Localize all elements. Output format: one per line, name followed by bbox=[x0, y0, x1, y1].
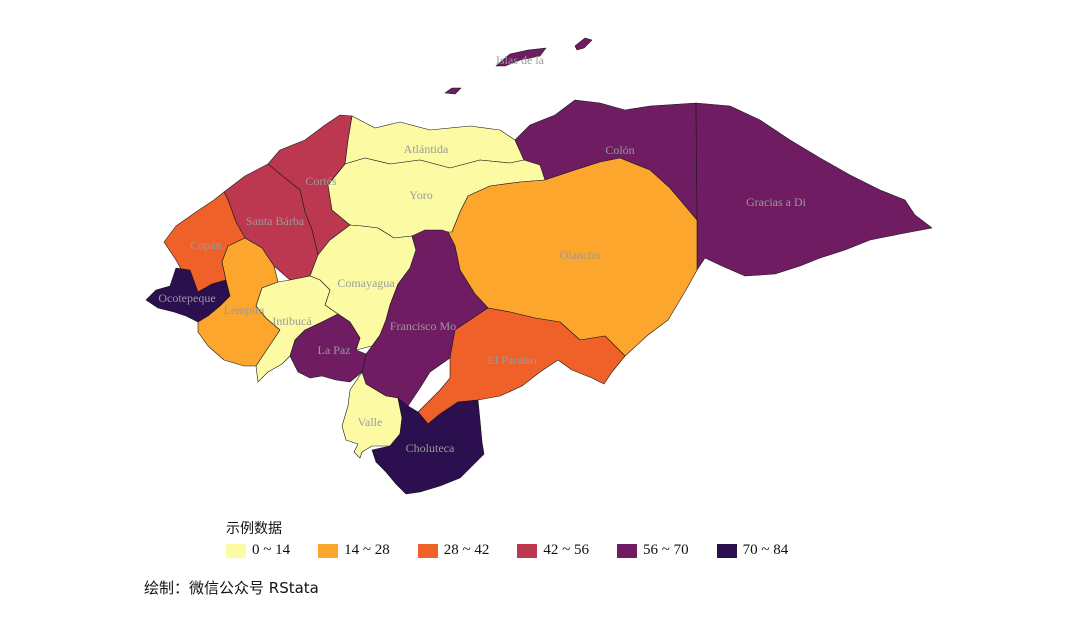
legend-item: 42 ~ 56 bbox=[517, 542, 589, 559]
legend-swatch bbox=[318, 543, 339, 558]
legend-item: 56 ~ 70 bbox=[617, 542, 689, 559]
regions-layer bbox=[145, 37, 933, 495]
region-label: Islas de la bbox=[496, 53, 545, 67]
legend-swatch bbox=[716, 543, 737, 558]
region-valle[interactable] bbox=[341, 371, 403, 459]
region-label: Choluteca bbox=[406, 441, 455, 455]
region-label: Ocotepeque bbox=[158, 291, 215, 305]
legend-swatch bbox=[417, 543, 438, 558]
region-label: Gracias a Di bbox=[746, 195, 807, 209]
region-label: Colón bbox=[605, 143, 634, 157]
region-label: El Paraíso bbox=[488, 353, 537, 367]
region-gracias-a-dios[interactable] bbox=[695, 102, 933, 277]
legend-items: 0 ~ 14 14 ~ 28 28 ~ 42 42 ~ 56 56 ~ 70 7… bbox=[226, 542, 816, 559]
region-label: Comayagua bbox=[337, 276, 395, 290]
region-el-paraiso[interactable] bbox=[417, 307, 626, 425]
region-islas-de-la[interactable] bbox=[444, 37, 593, 95]
region-choluteca[interactable] bbox=[371, 397, 485, 495]
legend-swatch bbox=[226, 543, 246, 558]
region-label: Intibucá bbox=[272, 314, 312, 328]
legend: 示例数据 0 ~ 14 14 ~ 28 28 ~ 42 42 ~ 56 56 ~… bbox=[226, 518, 816, 559]
legend-label: 14 ~ 28 bbox=[344, 542, 390, 558]
region-label: Francisco Mo bbox=[390, 319, 456, 333]
region-label: Atlántida bbox=[404, 142, 449, 156]
legend-swatch bbox=[617, 543, 637, 558]
legend-swatch bbox=[517, 543, 538, 558]
region-label: Cortés bbox=[305, 174, 337, 188]
legend-label: 70 ~ 84 bbox=[742, 542, 789, 558]
legend-item: 14 ~ 28 bbox=[318, 542, 390, 559]
legend-item: 70 ~ 84 bbox=[716, 542, 789, 559]
labels-layer: Islas de la Atlántida Colón Gracias a Di Cor… bbox=[158, 53, 806, 455]
region-label: Valle bbox=[358, 415, 383, 429]
caption: 绘制：微信公众号 RStata bbox=[144, 579, 319, 597]
legend-item: 28 ~ 42 bbox=[417, 542, 490, 559]
legend-label: 42 ~ 56 bbox=[543, 542, 589, 558]
region-label: Santa Bárba bbox=[246, 214, 305, 228]
legend-label: 0 ~ 14 bbox=[252, 542, 291, 558]
legend-item: 0 ~ 14 bbox=[226, 542, 290, 559]
region-label: Olancho bbox=[560, 248, 601, 262]
region-label: Copán bbox=[190, 238, 221, 252]
legend-label: 28 ~ 42 bbox=[443, 542, 490, 558]
region-label: Yoro bbox=[409, 188, 432, 202]
legend-title: 示例数据 bbox=[226, 521, 282, 537]
region-la-paz[interactable] bbox=[289, 313, 367, 383]
region-label: La Paz bbox=[318, 343, 351, 357]
legend-label: 56 ~ 70 bbox=[643, 542, 689, 558]
region-label: Lempira bbox=[224, 303, 265, 317]
